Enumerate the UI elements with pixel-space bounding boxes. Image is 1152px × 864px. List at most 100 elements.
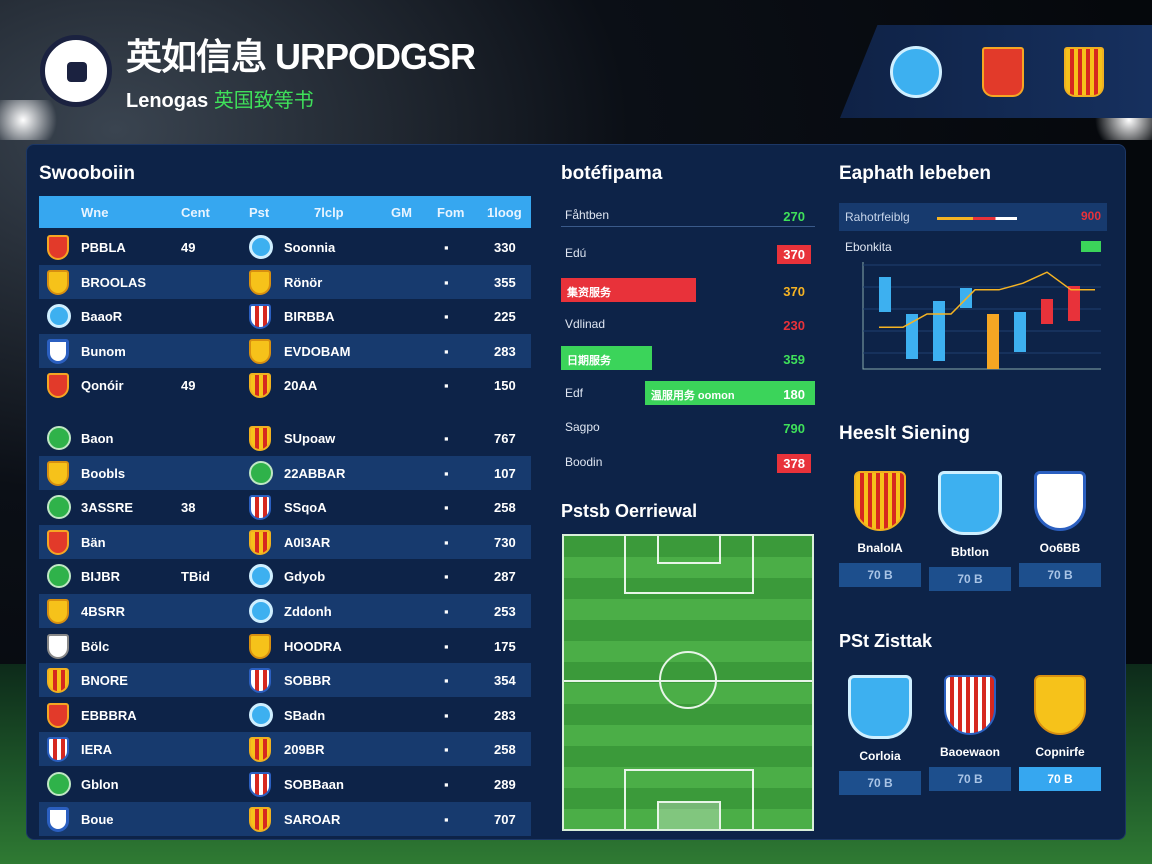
club-crest-icon (47, 772, 71, 796)
table-row[interactable]: PBBLA 49 Soonnia ▪ 330 (39, 230, 531, 264)
ratio-bar (937, 217, 1017, 220)
club-card-button[interactable]: 70 B (929, 767, 1011, 791)
table-row[interactable]: IERA 209BR ▪ 258 (39, 732, 531, 767)
club-name: Corloia (859, 749, 901, 763)
cell-cnt: 49 (181, 378, 196, 394)
table-row[interactable]: Bän A0I3AR ▪ 730 (39, 524, 531, 559)
stat-row[interactable]: Edú 370 (561, 241, 815, 265)
stat-label: Vdlinad (565, 317, 606, 331)
table-row[interactable]: BNORE SOBBR ▪ 354 (39, 663, 531, 698)
table-row[interactable]: BaaoR BIRBBA ▪ 225 (39, 299, 531, 333)
club-crest-icon[interactable] (890, 45, 942, 98)
club-card[interactable]: Copnirfe 70 B (1019, 675, 1101, 791)
cell-dot: ▪ (444, 811, 449, 827)
club-card[interactable]: Corloia 70 B (839, 675, 921, 795)
table-row[interactable]: Gblon SOBBaan ▪ 289 (39, 767, 531, 801)
column-header-0[interactable]: Wne (81, 205, 109, 220)
table-row[interactable]: 3ASSRE 38 SSqoA ▪ 258 (39, 490, 531, 524)
club-card-button[interactable]: 70 B (839, 771, 921, 795)
club-card-button[interactable]: 70 B (1019, 767, 1101, 791)
stat-row[interactable]: Fåhtben 270 (561, 203, 815, 227)
table-row[interactable]: 4BSRR Zddonh ▪ 253 (39, 594, 531, 628)
stat-row[interactable]: Edf 温服用务 oomon 180 (561, 381, 815, 405)
club-crest-icon (249, 235, 273, 259)
club-crest-icon (249, 460, 273, 485)
stat-row[interactable]: Sagpo 790 (561, 415, 815, 439)
cell-dot: ▪ (444, 638, 449, 654)
table-row[interactable]: EBBBRA SBadn ▪ 283 (39, 698, 531, 732)
column-header-2[interactable]: Pst (249, 205, 270, 220)
table-row[interactable]: Baon SUpoaw ▪ 767 (39, 421, 531, 455)
column-header-5[interactable]: Fom (437, 205, 465, 220)
cell-val: 730 (494, 534, 516, 550)
chart-bar (933, 301, 945, 361)
club-card-button[interactable]: 70 B (839, 563, 921, 587)
cell-val: 150 (494, 378, 516, 394)
chart-bar (1068, 286, 1080, 321)
standings-header: Wne Cent Pst 7lclp GM Fom 1loog (39, 196, 531, 228)
cell-val: 107 (494, 465, 516, 481)
pitch-title: Pstsb Oerriewal (561, 501, 698, 521)
club-card[interactable]: BnaloIA 70 B (839, 471, 921, 587)
club-crest-icon (848, 675, 912, 739)
club-card-button[interactable]: 70 B (1019, 563, 1101, 587)
club-card[interactable]: Baoewaon 70 B (929, 675, 1011, 791)
cell-val: 283 (494, 343, 516, 359)
column-header-6[interactable]: 1loog (487, 205, 522, 220)
club-crest-icon (249, 269, 271, 295)
club-crest-icon (249, 599, 273, 623)
stat-value: 370 (777, 245, 811, 264)
cell-val: 225 (494, 309, 516, 325)
cell-name: 4BSRR (81, 604, 126, 619)
stat-row[interactable]: Boodin 378 (561, 450, 815, 474)
column-header-4[interactable]: GM (391, 205, 412, 220)
table-row[interactable]: Qonóir 49 20AA ▪ 150 (39, 368, 531, 402)
club-crest-icon (1034, 471, 1086, 531)
chart-bar (906, 314, 918, 359)
club-name: Baoewaon (939, 745, 1000, 759)
table-row[interactable]: Boue SAROAR ▪ 707 (39, 801, 531, 836)
column-header-3[interactable]: 7lclp (314, 205, 344, 220)
subtitle-cn: 英国致等书 (213, 90, 314, 112)
chart-bar (1014, 312, 1026, 352)
club-crest-icon (47, 702, 69, 728)
stat-value: 359 (783, 352, 805, 367)
cell-name: Baon (81, 431, 114, 446)
cell-name: EBBBRA (81, 707, 137, 723)
table-row[interactable]: Boobls 22ABBAR ▪ 107 (39, 455, 531, 490)
app-header: 英如信息 URPODGSR Lenogas 英国致等书 (40, 28, 476, 113)
mini-chart (862, 262, 1101, 370)
club-card[interactable]: Oo6BB 70 B (1019, 471, 1101, 587)
club-name: Copnirfe (1035, 745, 1085, 759)
stat-bar: 日期服务 (561, 346, 653, 370)
table-row[interactable]: BROOLAS Rönör ▪ 355 (39, 264, 531, 299)
heads-title: Heeslt Siening (839, 423, 970, 444)
cell-val: 258 (494, 742, 516, 758)
stat-row[interactable]: 日期服务 359 (561, 346, 815, 370)
stat-row[interactable]: 集资服务 370 (561, 278, 815, 302)
club-crest-icon[interactable] (982, 46, 1024, 97)
cell-club: A0I3AR (284, 534, 331, 550)
pitch-overview[interactable] (562, 534, 814, 831)
club-card-button[interactable]: 70 B (929, 567, 1011, 591)
stat-label: Edf (565, 386, 584, 400)
stat-row[interactable]: Vdlinad 230 (561, 312, 815, 336)
chart-bar (1041, 299, 1053, 324)
club-crest-icon[interactable] (1064, 46, 1104, 97)
club-card[interactable]: Bbtlon 70 B (929, 471, 1011, 591)
standings-title: Swooboiin (39, 163, 136, 184)
club-crest-icon (47, 338, 69, 364)
cell-club: BIRBBA (284, 309, 335, 325)
club-name: Bbtlon (951, 545, 989, 559)
analysis-row[interactable]: Rahotrfeiblg 900 (839, 203, 1107, 231)
table-row[interactable]: BIJBR TBid Gdyob ▪ 287 (39, 559, 531, 593)
table-row[interactable]: Bölc HOODRA ▪ 175 (39, 629, 531, 663)
table-row[interactable]: Bunom EVDOBAM ▪ 283 (39, 333, 531, 368)
stat-label: Fåhtben (565, 208, 610, 222)
club-crest-icon (249, 529, 271, 555)
column-header-1[interactable]: Cent (181, 205, 210, 220)
stat-bar: 温服用务 oomon (644, 381, 815, 405)
app-title: 英如信息 URPODGSR (126, 36, 476, 77)
club-crest-icon (249, 633, 271, 659)
club-crest-icon (249, 772, 271, 797)
